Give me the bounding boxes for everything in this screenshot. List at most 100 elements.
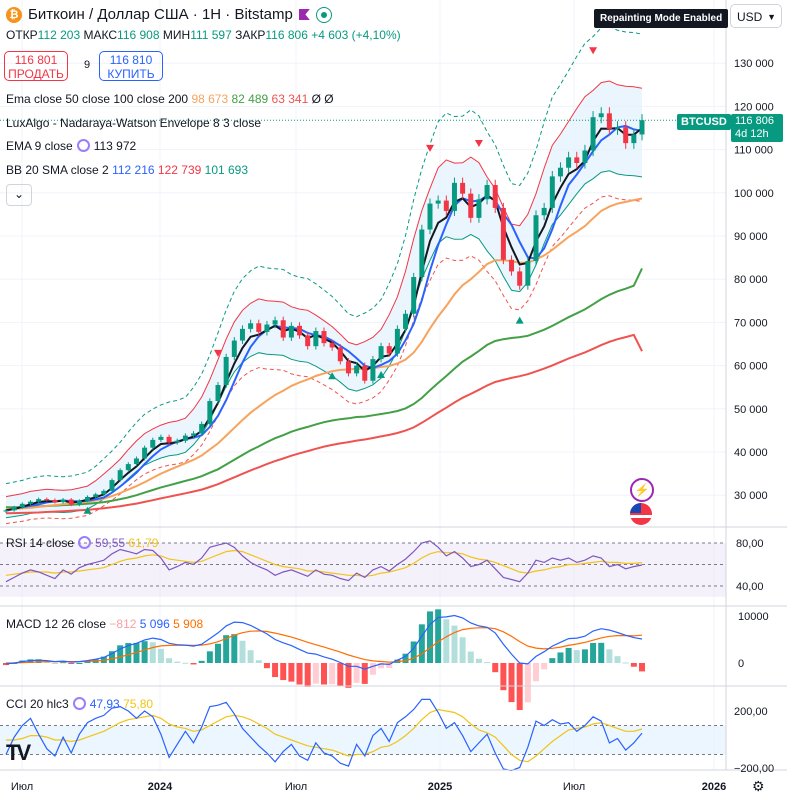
- macd-histogram-bar: [231, 634, 238, 663]
- candle-body: [239, 328, 245, 341]
- bb-value-1: 112 216: [112, 163, 155, 177]
- legend-ema9[interactable]: EMA 9 close 113 972: [6, 139, 136, 153]
- candle-body: [370, 359, 376, 381]
- macd-histogram-bar: [590, 642, 597, 663]
- price-tick-label: 130 000: [734, 58, 774, 70]
- macd-histogram-bar: [280, 663, 287, 681]
- candle-body: [451, 182, 457, 211]
- macd-histogram-bar: [500, 663, 507, 691]
- macd-histogram-bar: [630, 663, 637, 667]
- sell-signal-marker: [474, 139, 483, 147]
- collapse-legend-button[interactable]: ⌄: [6, 184, 32, 206]
- macd-histogram-bar: [288, 663, 295, 682]
- macd-histogram-bar: [516, 663, 523, 711]
- macd-histogram-bar: [598, 642, 605, 663]
- ema-value-5: Ø: [324, 92, 334, 106]
- macd-histogram-bar: [614, 656, 621, 663]
- gear-icon[interactable]: ⚙: [752, 778, 765, 794]
- candle-body: [354, 365, 360, 374]
- macd-histogram-bar: [353, 663, 360, 683]
- legend-macd[interactable]: MACD 12 26 close −812 5 096 5 908: [6, 617, 203, 631]
- candle-body: [288, 325, 294, 338]
- macd-histogram-bar: [68, 663, 75, 665]
- candle-body: [345, 361, 351, 374]
- candle-body: [142, 447, 148, 459]
- candle-body: [109, 480, 115, 491]
- price-tick-label: 100 000: [734, 188, 774, 200]
- cci-band: [0, 725, 726, 755]
- macd-histogram-bar: [484, 662, 491, 664]
- sync-icon[interactable]: [72, 697, 86, 710]
- candle-body: [557, 167, 563, 177]
- envelope-fill: [6, 81, 642, 518]
- macd-histogram-bar: [206, 651, 213, 663]
- macd-histogram-bar: [304, 663, 311, 687]
- buy-button[interactable]: 116 810 КУПИТЬ: [99, 51, 163, 81]
- legend-luxalgo[interactable]: LuxAlgo - Nadaraya-Watson Envelope 8 3 c…: [6, 116, 261, 130]
- macd-histogram-bar: [149, 642, 156, 663]
- macd-value: 5 096: [139, 617, 170, 631]
- us-flag-icon[interactable]: [630, 503, 652, 525]
- macd-histogram-bar: [581, 649, 588, 663]
- flag-icon[interactable]: [298, 9, 310, 20]
- candle-body: [574, 157, 580, 163]
- ohlc-values: ОТКР112 203 МАКС116 908 МИН111 597 ЗАКР1…: [6, 28, 401, 42]
- cci-tick-label: −200,00: [734, 763, 774, 775]
- candle-body: [68, 499, 74, 505]
- sync-icon[interactable]: [78, 536, 92, 549]
- candle-body: [566, 157, 572, 168]
- candle-body: [313, 331, 319, 347]
- legend-ema[interactable]: Ema close 50 close 100 close 200 98 673 …: [6, 92, 334, 106]
- candle-body: [117, 470, 123, 481]
- candle-body: [623, 127, 629, 144]
- sync-icon[interactable]: [76, 139, 90, 152]
- market-status-icon[interactable]: [315, 6, 332, 23]
- candle-body: [11, 507, 17, 511]
- ema-value-4: Ø: [311, 92, 321, 106]
- chevron-down-icon: ⌄: [13, 187, 25, 201]
- legend-bb[interactable]: BB 20 SMA close 2 112 216 122 739 101 69…: [6, 163, 248, 177]
- price-tick-label: 50 000: [734, 404, 768, 416]
- candle-body: [191, 433, 197, 436]
- macd-histogram-bar: [524, 663, 531, 703]
- macd-histogram-bar: [60, 662, 67, 664]
- candle-body: [435, 200, 441, 204]
- macd-histogram-bar: [312, 663, 319, 684]
- candle-body: [133, 458, 139, 465]
- price-tick-label: 40 000: [734, 447, 768, 459]
- macd-histogram-bar: [639, 663, 645, 672]
- macd-histogram-bar: [117, 645, 124, 663]
- legend-cci[interactable]: CCI 20 hlc3 47,93 75,80: [6, 697, 153, 711]
- buy-signal-marker: [328, 372, 337, 380]
- low-value: 111 597: [190, 28, 232, 42]
- macd-histogram-bar: [182, 662, 189, 664]
- price-tick-label: 30 000: [734, 490, 768, 502]
- macd-hist-value: −812: [109, 617, 137, 631]
- candle-body: [264, 324, 270, 332]
- bb-value-2: 122 739: [157, 163, 202, 177]
- currency-select[interactable]: USD ▼: [730, 4, 782, 28]
- candle-body: [517, 271, 523, 286]
- cci-pane: [0, 698, 726, 772]
- macd-histogram-bar: [125, 643, 132, 663]
- candle-body: [158, 436, 164, 440]
- macd-line: [5, 614, 643, 670]
- bb-value-3: 101 693: [204, 163, 249, 177]
- lightning-icon[interactable]: ⚡: [630, 478, 654, 502]
- cci-signal-value: 75,80: [123, 697, 154, 711]
- buy-signal-marker: [377, 371, 386, 379]
- cci-line: [5, 698, 643, 772]
- macd-histogram-bar: [549, 658, 556, 663]
- macd-histogram-bar: [508, 663, 515, 703]
- candle-body: [411, 277, 417, 314]
- macd-signal-value: 5 908: [173, 617, 204, 631]
- macd-tick-label: 10000: [738, 611, 769, 623]
- candle-body: [93, 494, 99, 497]
- sell-button[interactable]: 116 801 ПРОДАТЬ: [4, 51, 68, 81]
- symbol-header[interactable]: ₿ Биткоин / Доллар США · 1H · Bitstamp: [6, 6, 332, 23]
- legend-rsi[interactable]: RSI 14 close 59,55 61,79: [6, 536, 158, 550]
- macd-histogram-bar: [606, 649, 613, 663]
- candle-body: [19, 503, 25, 508]
- rsi-label: RSI 14 close: [6, 536, 75, 550]
